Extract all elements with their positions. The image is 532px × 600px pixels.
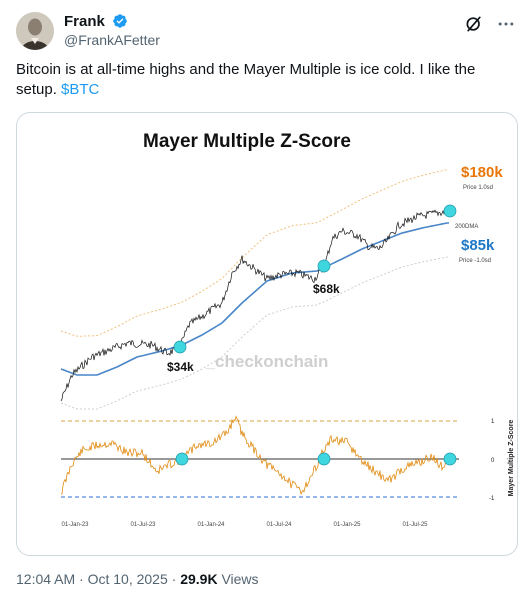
header-actions [464, 14, 516, 34]
zscore-marker [443, 452, 457, 466]
zscore-panel [60, 415, 459, 498]
tweet-body: Bitcoin is at all-time highs and the May… [16, 61, 476, 98]
price-line [60, 207, 450, 402]
avatar[interactable] [16, 12, 54, 50]
cashtag-link[interactable]: $BTC [61, 81, 100, 98]
author-handle[interactable]: @FrankAFetter [64, 32, 160, 48]
upper-band-caption: Price 1.0sd [463, 185, 493, 191]
upper-band-value: $180k [461, 164, 503, 181]
lower-band-caption: Price -1.0sd [459, 258, 491, 264]
tweet-meta: 12:04 AM · Oct 10, 2025 · 29.9K Views [16, 571, 259, 587]
grok-icon[interactable] [464, 14, 484, 34]
lower-band-value: $85k [461, 237, 495, 254]
zscore-line [60, 415, 450, 496]
z-tick-label: -1 [489, 496, 495, 502]
timestamp-link[interactable]: 12:04 AM · Oct 10, 2025 · [16, 571, 181, 587]
verified-badge-icon [113, 14, 128, 28]
price-marker [443, 204, 457, 218]
chart-title: Mayer Multiple Z-Score [143, 131, 351, 152]
x-tick-label: 01-Jul-24 [266, 522, 292, 528]
zscore-marker [317, 452, 331, 466]
mayer-multiple-chart: Mayer Multiple Z-Score _checkonchain $18… [60, 131, 515, 528]
x-tick-label: 01-Jan-23 [61, 522, 89, 528]
x-tick-label: 01-Jan-25 [333, 522, 361, 528]
chart-watermark: _checkonchain [205, 352, 329, 371]
lower-band-line [60, 256, 449, 410]
ma-caption: 200DMA [455, 224, 478, 230]
author-name[interactable]: Frank [64, 13, 105, 30]
avatar-portrait-icon [16, 12, 54, 50]
marked-point-label: $34k [167, 360, 194, 374]
views-label: Views [217, 571, 259, 587]
marked-point-label: $68k [313, 282, 340, 296]
author-names: Frank @FrankAFetter [64, 12, 160, 50]
upper-band-line [60, 169, 449, 337]
more-icon[interactable] [496, 14, 516, 34]
tweet-header: Frank @FrankAFetter [16, 10, 516, 50]
tweet-text: Bitcoin is at all-time highs and the May… [16, 60, 512, 100]
price-panel [60, 169, 457, 410]
price-marker [317, 259, 331, 273]
x-tick-label: 01-Jan-24 [197, 522, 225, 528]
z-tick-label: 1 [491, 419, 495, 425]
tweet-media-chart[interactable]: Mayer Multiple Z-Score _checkonchain $18… [16, 112, 518, 556]
x-tick-label: 01-Jul-23 [130, 522, 156, 528]
z-axis-label: Mayer Multiple Z-Score [508, 420, 515, 497]
x-tick-label: 01-Jul-25 [402, 522, 428, 528]
views-count: 29.9K [180, 571, 218, 587]
price-marker [173, 340, 187, 354]
z-tick-label: 0 [491, 458, 495, 464]
zscore-marker [175, 452, 189, 466]
